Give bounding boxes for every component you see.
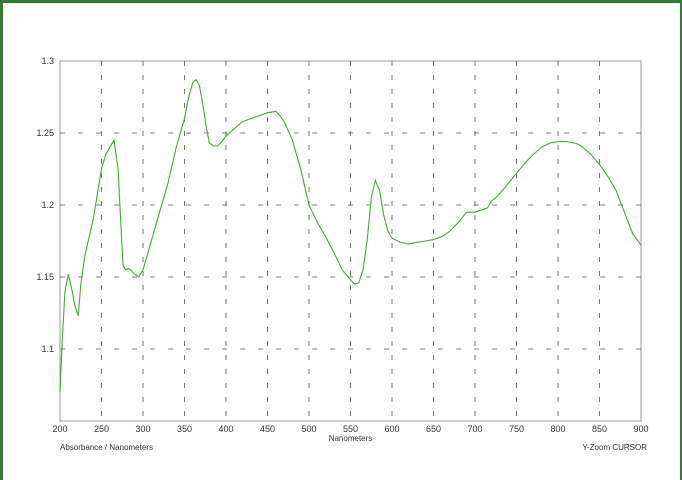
x-tick-label: 250 [94, 424, 109, 434]
x-tick-label: 450 [260, 424, 275, 434]
footer-right-label[interactable]: Y-Zoom CURSOR [582, 443, 647, 452]
x-tick-label: 650 [426, 424, 441, 434]
window-left-border [0, 0, 3, 480]
x-tick-label: 350 [177, 424, 192, 434]
x-tick-label: 800 [550, 424, 565, 434]
x-axis-ticks: 200 250 300 350 400 450 500 550 600 650 700 750 800 8… [52, 424, 648, 434]
x-tick-label: 200 [52, 424, 67, 434]
y-tick-label: 1.15 [36, 272, 54, 282]
x-tick-label: 700 [467, 424, 482, 434]
x-tick-label: 750 [509, 424, 524, 434]
y-tick-label: 1.3 [41, 56, 54, 66]
x-tick-label: 400 [218, 424, 233, 434]
y-axis-ticks: 1.1 1.15 1.2 1.25 1.3 [36, 56, 54, 354]
window-right-border [680, 0, 682, 480]
x-tick-label: 900 [633, 424, 648, 434]
grid-lines [60, 61, 641, 421]
x-tick-label: 500 [301, 424, 316, 434]
x-tick-label: 600 [384, 424, 399, 434]
series-line [59, 78, 642, 393]
x-tick-label: 850 [592, 424, 607, 434]
y-tick-label: 1.25 [36, 128, 54, 138]
x-tick-label: 550 [343, 424, 358, 434]
plot-area[interactable] [59, 60, 642, 422]
footer-left-label: Absorbance / Nanometers [60, 443, 153, 452]
y-tick-label: 1.1 [41, 344, 54, 354]
window-top-border [0, 0, 682, 3]
x-axis-label: Nanometers [329, 434, 373, 443]
y-tick-label: 1.2 [41, 200, 54, 210]
x-tick-label: 300 [135, 424, 150, 434]
